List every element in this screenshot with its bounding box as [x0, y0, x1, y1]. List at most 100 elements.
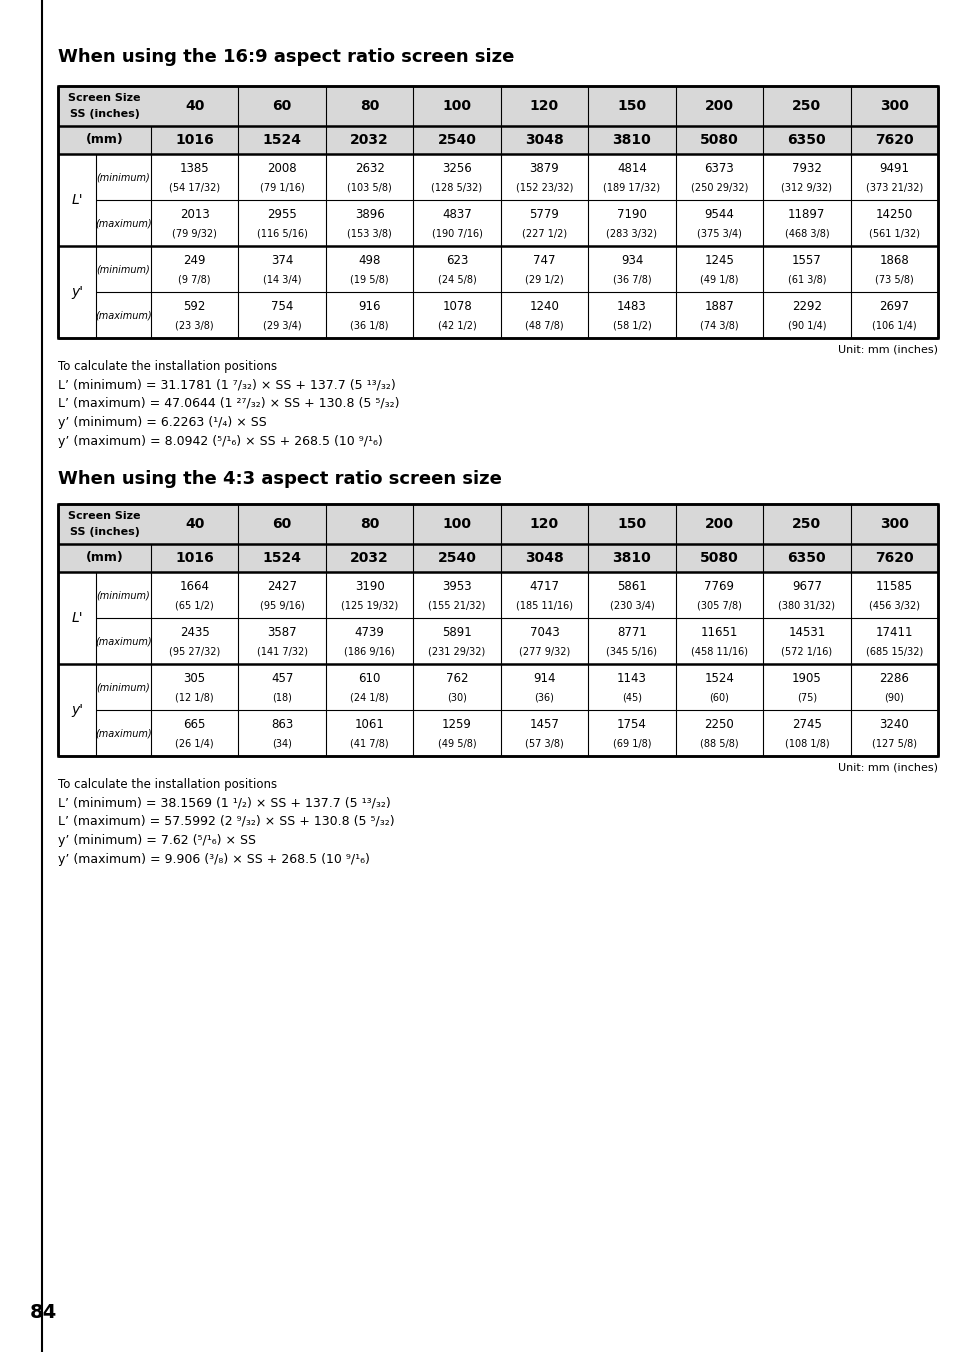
Text: (185 11/16): (185 11/16) — [516, 600, 573, 610]
Text: 3048: 3048 — [524, 132, 563, 147]
Text: 747: 747 — [533, 254, 556, 268]
Text: 120: 120 — [529, 99, 558, 114]
Text: 5861: 5861 — [617, 580, 646, 594]
Text: 40: 40 — [185, 516, 204, 531]
Text: (maximum): (maximum) — [95, 635, 152, 646]
Text: L’ (minimum) = 38.1569 (1 ¹/₂) × SS + 137.7 (5 ¹³/₃₂): L’ (minimum) = 38.1569 (1 ¹/₂) × SS + 13… — [58, 796, 391, 808]
Text: L’ (maximum) = 57.5992 (2 ⁹/₃₂) × SS + 130.8 (5 ⁵/₃₂): L’ (maximum) = 57.5992 (2 ⁹/₃₂) × SS + 1… — [58, 815, 395, 827]
Text: 457: 457 — [271, 672, 293, 685]
Text: (79 9/32): (79 9/32) — [172, 228, 217, 238]
Text: 80: 80 — [359, 99, 379, 114]
Text: (685 15/32): (685 15/32) — [864, 646, 922, 656]
Text: (106 1/4): (106 1/4) — [871, 320, 916, 330]
Bar — [58, 126, 937, 154]
Text: 7932: 7932 — [791, 162, 821, 176]
Text: 3896: 3896 — [355, 208, 384, 222]
Bar — [58, 87, 937, 126]
Text: (23 3/8): (23 3/8) — [175, 320, 213, 330]
Text: 9544: 9544 — [703, 208, 734, 222]
Text: (42 1/2): (42 1/2) — [437, 320, 476, 330]
Text: 2697: 2697 — [879, 300, 908, 314]
Text: (24 5/8): (24 5/8) — [437, 274, 476, 284]
Text: 7620: 7620 — [874, 552, 913, 565]
Text: 3190: 3190 — [355, 580, 384, 594]
Text: 11651: 11651 — [700, 626, 738, 639]
Text: 60: 60 — [273, 516, 292, 531]
Text: 1524: 1524 — [262, 132, 301, 147]
Text: 2540: 2540 — [437, 552, 476, 565]
Text: (230 3/4): (230 3/4) — [609, 600, 654, 610]
Bar — [58, 504, 937, 756]
Text: 300: 300 — [879, 516, 908, 531]
Text: (54 17/32): (54 17/32) — [169, 183, 220, 192]
Text: 2540: 2540 — [437, 132, 476, 147]
Text: (48 7/8): (48 7/8) — [525, 320, 563, 330]
Text: (458 11/16): (458 11/16) — [690, 646, 747, 656]
Text: (283 3/32): (283 3/32) — [606, 228, 657, 238]
Text: 120: 120 — [529, 516, 558, 531]
Text: 5080: 5080 — [700, 552, 738, 565]
Text: (128 5/32): (128 5/32) — [431, 183, 482, 192]
Text: (277 9/32): (277 9/32) — [518, 646, 570, 656]
Text: L’ (minimum) = 31.1781 (1 ⁷/₃₂) × SS + 137.7 (5 ¹³/₃₂): L’ (minimum) = 31.1781 (1 ⁷/₃₂) × SS + 1… — [58, 379, 395, 391]
Text: L’ (maximum) = 47.0644 (1 ²⁷/₃₂) × SS + 130.8 (5 ⁵/₃₂): L’ (maximum) = 47.0644 (1 ²⁷/₃₂) × SS + … — [58, 397, 399, 410]
Text: 2032: 2032 — [350, 552, 389, 565]
Text: 1240: 1240 — [529, 300, 558, 314]
Bar — [58, 87, 937, 338]
Text: (26 1/4): (26 1/4) — [175, 738, 213, 748]
Text: (186 9/16): (186 9/16) — [344, 646, 395, 656]
Text: 2632: 2632 — [355, 162, 384, 176]
Text: 14250: 14250 — [875, 208, 912, 222]
Text: (312 9/32): (312 9/32) — [781, 183, 831, 192]
Text: L': L' — [71, 611, 83, 625]
Text: (maximum): (maximum) — [95, 727, 152, 738]
Text: (231 29/32): (231 29/32) — [428, 646, 485, 656]
Text: (mm): (mm) — [86, 552, 123, 565]
Text: 3879: 3879 — [529, 162, 558, 176]
Text: 150: 150 — [617, 99, 646, 114]
Text: Unit: mm (inches): Unit: mm (inches) — [837, 343, 937, 354]
Text: 84: 84 — [30, 1303, 57, 1322]
Text: (152 23/32): (152 23/32) — [516, 183, 573, 192]
Text: (58 1/2): (58 1/2) — [612, 320, 651, 330]
Text: (minimum): (minimum) — [96, 264, 151, 274]
Text: 914: 914 — [533, 672, 556, 685]
Text: (155 21/32): (155 21/32) — [428, 600, 485, 610]
Text: (49 5/8): (49 5/8) — [437, 738, 476, 748]
Text: (24 1/8): (24 1/8) — [350, 692, 389, 702]
Text: 1061: 1061 — [355, 718, 384, 731]
Bar — [58, 504, 937, 544]
Text: 3810: 3810 — [612, 552, 651, 565]
Text: 498: 498 — [358, 254, 380, 268]
Text: 610: 610 — [358, 672, 380, 685]
Text: (190 7/16): (190 7/16) — [431, 228, 482, 238]
Text: y’ (maximum) = 9.906 (³/₈) × SS + 268.5 (10 ⁹/¹₆): y’ (maximum) = 9.906 (³/₈) × SS + 268.5 … — [58, 853, 370, 867]
Text: 1245: 1245 — [703, 254, 734, 268]
Text: Screen Size: Screen Size — [69, 93, 141, 103]
Text: 4837: 4837 — [442, 208, 472, 222]
Text: y': y' — [71, 285, 83, 299]
Text: (468 3/8): (468 3/8) — [783, 228, 828, 238]
Bar — [58, 544, 937, 572]
Text: (73 5/8): (73 5/8) — [874, 274, 913, 284]
Text: (345 5/16): (345 5/16) — [606, 646, 657, 656]
Text: (mm): (mm) — [86, 134, 123, 146]
Text: (45): (45) — [621, 692, 641, 702]
Text: y’ (minimum) = 6.2263 (¹/₄) × SS: y’ (minimum) = 6.2263 (¹/₄) × SS — [58, 416, 267, 429]
Text: (74 3/8): (74 3/8) — [700, 320, 738, 330]
Text: (36 7/8): (36 7/8) — [612, 274, 651, 284]
Text: (561 1/32): (561 1/32) — [868, 228, 919, 238]
Text: 200: 200 — [704, 516, 733, 531]
Text: To calculate the installation positions: To calculate the installation positions — [58, 360, 276, 373]
Text: (69 1/8): (69 1/8) — [612, 738, 651, 748]
Text: (103 5/8): (103 5/8) — [347, 183, 392, 192]
Text: (18): (18) — [272, 692, 292, 702]
Text: 2435: 2435 — [180, 626, 210, 639]
Text: 6373: 6373 — [703, 162, 734, 176]
Text: 623: 623 — [445, 254, 468, 268]
Text: (127 5/8): (127 5/8) — [871, 738, 916, 748]
Text: (12 1/8): (12 1/8) — [175, 692, 213, 702]
Text: (minimum): (minimum) — [96, 681, 151, 692]
Text: 754: 754 — [271, 300, 293, 314]
Text: (90 1/4): (90 1/4) — [787, 320, 825, 330]
